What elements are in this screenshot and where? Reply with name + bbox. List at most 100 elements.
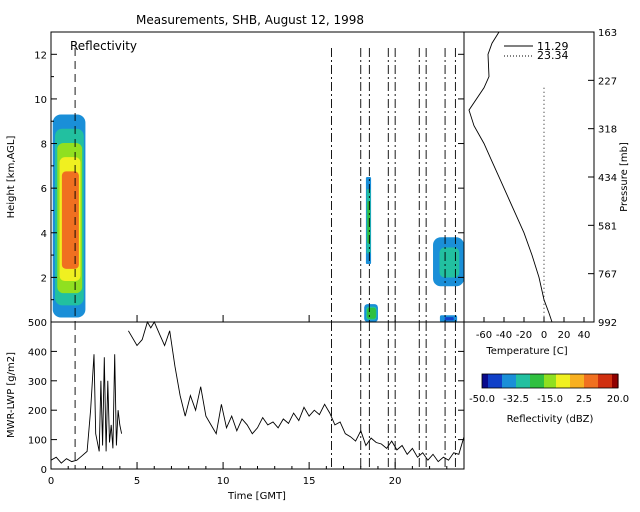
colorbar-swatch-60 — [602, 374, 605, 388]
colorbar-swatch-14 — [510, 374, 513, 388]
sounding-frame — [463, 31, 595, 323]
height-tick-label-5: 12 — [34, 50, 47, 61]
temp-tick-label-4: 20 — [558, 330, 571, 341]
colorbar-tick-label-1: -32.5 — [503, 394, 529, 405]
pressure-tick-label-6: 992 — [598, 318, 617, 329]
sounding-legend: 11.29 23.34 — [504, 40, 569, 62]
colorbar-swatch-24 — [530, 374, 533, 388]
colorbar-swatch-3 — [488, 374, 491, 388]
colorbar-swatch-2 — [486, 374, 489, 388]
reflectivity-frame — [50, 31, 465, 323]
colorbar-swatch-61 — [604, 374, 607, 388]
colorbar-swatch-49 — [580, 374, 583, 388]
colorbar-tick-label-0: -50.0 — [469, 394, 495, 405]
reflectivity-label: Reflectivity — [70, 39, 137, 53]
colorbar-swatch-19 — [520, 374, 523, 388]
colorbar-swatch-57 — [596, 374, 599, 388]
colorbar-label: Reflectivity (dBZ) — [507, 414, 594, 425]
colorbar-swatch-66 — [614, 374, 617, 388]
lwp-tick-label-2: 200 — [28, 406, 47, 417]
lwp-y-ticks: 0 100 200 300 400 500 — [28, 318, 464, 476]
lwp-series-line-0 — [50, 354, 123, 464]
time-tick-label-4: 20 — [389, 476, 402, 487]
echo-1-layer-4 — [367, 201, 371, 244]
time-tick-label-0: 0 — [48, 476, 54, 487]
echo-4-layer-4 — [444, 317, 454, 321]
colorbar-swatch-31 — [544, 374, 547, 388]
lwp-panel: 0 100 200 300 400 500 0 5 10 15 20 MWR-LWP [g/m2]… — [6, 315, 465, 502]
lwp-tick-label-1: 100 — [28, 436, 47, 447]
echo-3 — [433, 237, 464, 287]
colorbar-swatch-47 — [576, 374, 579, 388]
sounding-line-0 — [468, 31, 553, 323]
colorbar-swatch-26 — [534, 374, 537, 388]
colorbar-swatch-51 — [584, 374, 587, 388]
echo-0 — [52, 114, 86, 318]
reflectivity-ylabel: Height [km,AGL] — [6, 136, 17, 219]
temperature-xlabel: Temperature [C] — [485, 346, 567, 357]
colorbar: -50.0 -32.5 -15.0 2.5 20.0 Reflectivity (dBZ… — [469, 373, 629, 425]
lwp-series-line-1 — [128, 320, 465, 463]
colorbar-swatch-25 — [532, 374, 535, 388]
echo-2 — [364, 304, 378, 322]
colorbar-swatch-35 — [552, 374, 555, 388]
colorbar-swatch-12 — [506, 374, 509, 388]
colorbar-swatch-13 — [508, 374, 511, 388]
pressure-tick-label-0: 163 — [598, 28, 617, 39]
colorbar-swatch-38 — [558, 374, 561, 388]
colorbar-swatch-40 — [562, 374, 565, 388]
colorbar-swatch-6 — [494, 374, 497, 388]
colorbar-frame — [481, 373, 619, 389]
colorbar-swatch-27 — [536, 374, 539, 388]
height-tick-label-1: 4 — [41, 229, 47, 240]
colorbar-swatch-37 — [556, 374, 559, 388]
colorbar-ticks: -50.0 -32.5 -15.0 2.5 20.0 — [469, 394, 629, 405]
colorbar-swatch-29 — [540, 374, 543, 388]
colorbar-swatch-33 — [548, 374, 551, 388]
colorbar-swatch-44 — [570, 374, 573, 388]
pressure-ticks: 163 227 318 434 581 767 992 — [588, 28, 617, 329]
colorbar-swatch-56 — [594, 374, 597, 388]
time-tick-label-3: 15 — [303, 476, 316, 487]
height-tick-label-0: 2 — [41, 273, 47, 284]
temp-tick-label-3: 0 — [541, 330, 547, 341]
pressure-tick-label-5: 767 — [598, 270, 617, 281]
colorbar-swatch-34 — [550, 374, 553, 388]
colorbar-swatch-54 — [590, 374, 593, 388]
colorbar-swatch-48 — [578, 374, 581, 388]
colorbar-swatch-45 — [572, 374, 575, 388]
colorbar-swatch-50 — [582, 374, 585, 388]
colorbar-swatch-59 — [600, 374, 603, 388]
temp-tick-label-0: -60 — [476, 330, 492, 341]
colorbar-swatch-67 — [616, 374, 619, 388]
colorbar-swatch-11 — [504, 374, 507, 388]
colorbar-swatch-46 — [574, 374, 577, 388]
reflectivity-echoes — [52, 114, 464, 322]
colorbar-swatch-36 — [554, 374, 557, 388]
colorbar-swatch-4 — [490, 374, 493, 388]
lwp-series — [50, 320, 465, 464]
colorbar-swatch-42 — [566, 374, 569, 388]
time-tick-label-2: 10 — [217, 476, 230, 487]
colorbar-swatch-15 — [512, 374, 515, 388]
colorbar-swatch-62 — [606, 374, 609, 388]
height-tick-label-2: 6 — [41, 184, 47, 195]
reflectivity-panel: 2 4 6 8 10 12 Reflectivity Height [km,AGL] — [6, 31, 465, 323]
colorbar-swatch-30 — [542, 374, 545, 388]
colorbar-tick-label-2: -15.0 — [537, 394, 563, 405]
colorbar-swatch-8 — [498, 374, 501, 388]
lwp-tick-label-4: 400 — [28, 347, 47, 358]
lwp-tick-label-5: 500 — [28, 318, 47, 329]
colorbar-swatch-9 — [500, 374, 503, 388]
legend-label-1: 11.29 — [537, 40, 569, 53]
lwp-tick-label-0: 0 — [41, 465, 47, 476]
chart-title: Measurements, SHB, August 12, 1998 — [136, 13, 364, 27]
height-tick-label-3: 8 — [41, 140, 47, 151]
sounding-series — [468, 31, 553, 323]
colorbar-swatch-28 — [538, 374, 541, 388]
pressure-tick-label-1: 227 — [598, 76, 617, 87]
colorbar-swatch-0 — [482, 374, 485, 388]
temp-tick-label-2: -20 — [516, 330, 532, 341]
colorbar-tick-label-4: 20.0 — [607, 394, 629, 405]
